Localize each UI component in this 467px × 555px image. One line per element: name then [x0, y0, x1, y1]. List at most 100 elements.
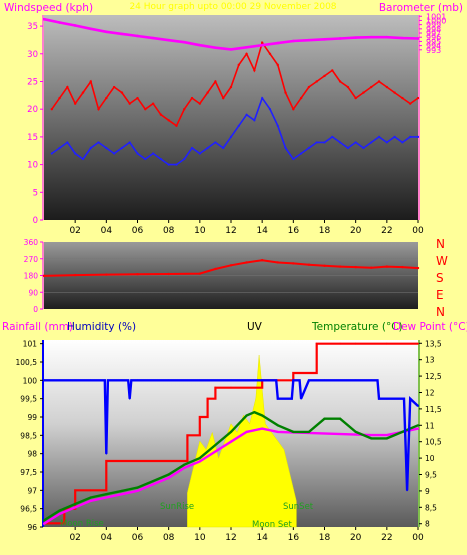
dewpoint-point — [198, 460, 201, 463]
rainfall-point — [74, 489, 77, 492]
x-tick-label: 16 — [288, 533, 300, 543]
x-tick-label: 04 — [101, 533, 113, 543]
y-tick-label-right: 11 — [425, 421, 435, 430]
dewpoint-point — [42, 522, 46, 525]
wind-gust-point — [50, 107, 53, 111]
dewpoint-point — [245, 430, 248, 433]
wind-average-point — [89, 146, 92, 150]
wind-gust-point — [315, 80, 318, 83]
barometer-point — [338, 37, 342, 40]
humidity-point — [105, 452, 108, 455]
y-tick-label-right: 1001 — [426, 12, 446, 21]
barometer-point — [323, 38, 326, 41]
compass-s: S — [436, 271, 444, 285]
x-tick-label: 00 — [412, 533, 424, 543]
wind-average-point — [120, 146, 124, 150]
temperature-point — [42, 519, 46, 522]
wind-gust-point — [97, 107, 100, 111]
humidity-point — [103, 379, 106, 382]
wind-gust-point — [167, 119, 170, 122]
direction-chart-layer: 0 90 180 270 360 — [24, 238, 420, 314]
wind-average-point — [105, 146, 108, 150]
wind-gust-point — [354, 96, 357, 100]
x-tick-label: 08 — [163, 533, 175, 543]
humidity-point — [315, 379, 318, 382]
temperature-point — [58, 509, 61, 512]
wind-gust-point — [260, 41, 264, 44]
barometer-point — [276, 41, 280, 45]
uv-axis-title: UV — [247, 321, 263, 333]
rainfall-point — [417, 342, 419, 345]
temperature-point — [120, 489, 124, 493]
y-tick-label-right: 996 — [426, 33, 441, 42]
direction-point — [136, 272, 139, 276]
wind-average-series — [51, 96, 418, 166]
barometer-point — [292, 39, 295, 43]
wind-gust-point — [299, 96, 303, 100]
dewpoint-point — [151, 483, 155, 486]
wind-average-point — [190, 146, 194, 150]
barometer-point — [260, 43, 264, 47]
wind-gust-point — [198, 102, 202, 105]
barometer-point — [58, 21, 61, 24]
y-tick-label-left: 100,5 — [16, 358, 38, 367]
temperature-point — [292, 430, 295, 433]
wind-gust-point — [284, 91, 287, 94]
wind-average-point — [151, 152, 155, 155]
direction-point — [276, 261, 279, 264]
wind-gust-point — [58, 96, 61, 100]
temperature-point — [401, 430, 404, 433]
x-tick-label: 14 — [256, 533, 268, 543]
moon-rise-label: Moon Rise — [60, 519, 104, 529]
wind-gust-point — [229, 85, 233, 89]
rainfall-point — [339, 342, 341, 345]
wind-average-point — [362, 146, 365, 150]
temperature-point — [354, 430, 357, 433]
direction-tick-label: 270 — [24, 255, 39, 264]
x-tick-label: 06 — [132, 533, 144, 543]
wind-gust-point — [338, 80, 342, 83]
temperature-point — [385, 437, 388, 440]
wind-average-point — [261, 97, 264, 100]
x-tick-label: 20 — [350, 533, 362, 543]
rainfall-point — [230, 386, 232, 389]
barometer-point — [214, 46, 217, 49]
direction-point — [42, 274, 46, 278]
direction-point — [416, 266, 420, 270]
humidity-point — [89, 379, 92, 382]
y-tick-label-right: 997 — [426, 29, 441, 38]
wind-average-point — [58, 146, 61, 150]
wind-gust-series — [51, 40, 419, 128]
compass-e: E — [436, 288, 444, 302]
wind-gust-point — [136, 96, 139, 100]
dewpoint-point — [370, 434, 373, 437]
humidity-point — [275, 379, 278, 382]
barometer-point — [385, 35, 389, 39]
rainfall-point — [183, 460, 186, 462]
barometer-point — [198, 43, 202, 47]
x-tick-label: 02 — [69, 533, 80, 543]
barometer-point — [354, 36, 357, 39]
direction-point — [73, 273, 77, 277]
temperature-point — [74, 502, 77, 506]
y-tick-label-left: 99 — [27, 413, 37, 422]
x-tick-label: 14 — [256, 226, 268, 236]
barometer-point — [401, 36, 404, 40]
wind-average-point — [401, 141, 404, 144]
y-tick-label-right: 9,5 — [425, 471, 437, 480]
wind-chart-layer: 0510152025303599399499599699799899910001… — [27, 12, 446, 236]
wind-average-point — [315, 141, 318, 144]
wind-average-point — [113, 152, 116, 155]
wind-average-point — [214, 141, 217, 144]
wind-average-point — [284, 146, 287, 150]
x-tick-label: 08 — [163, 226, 175, 236]
humidity-point — [128, 397, 131, 400]
y-tick-label-right: 10 — [425, 454, 435, 463]
y-tick-label-right: 12,5 — [425, 372, 442, 381]
barometer-point — [182, 40, 186, 44]
wind-average-point — [253, 119, 256, 122]
direction-tick-label: 180 — [24, 272, 39, 281]
dewpoint-point — [416, 427, 420, 430]
